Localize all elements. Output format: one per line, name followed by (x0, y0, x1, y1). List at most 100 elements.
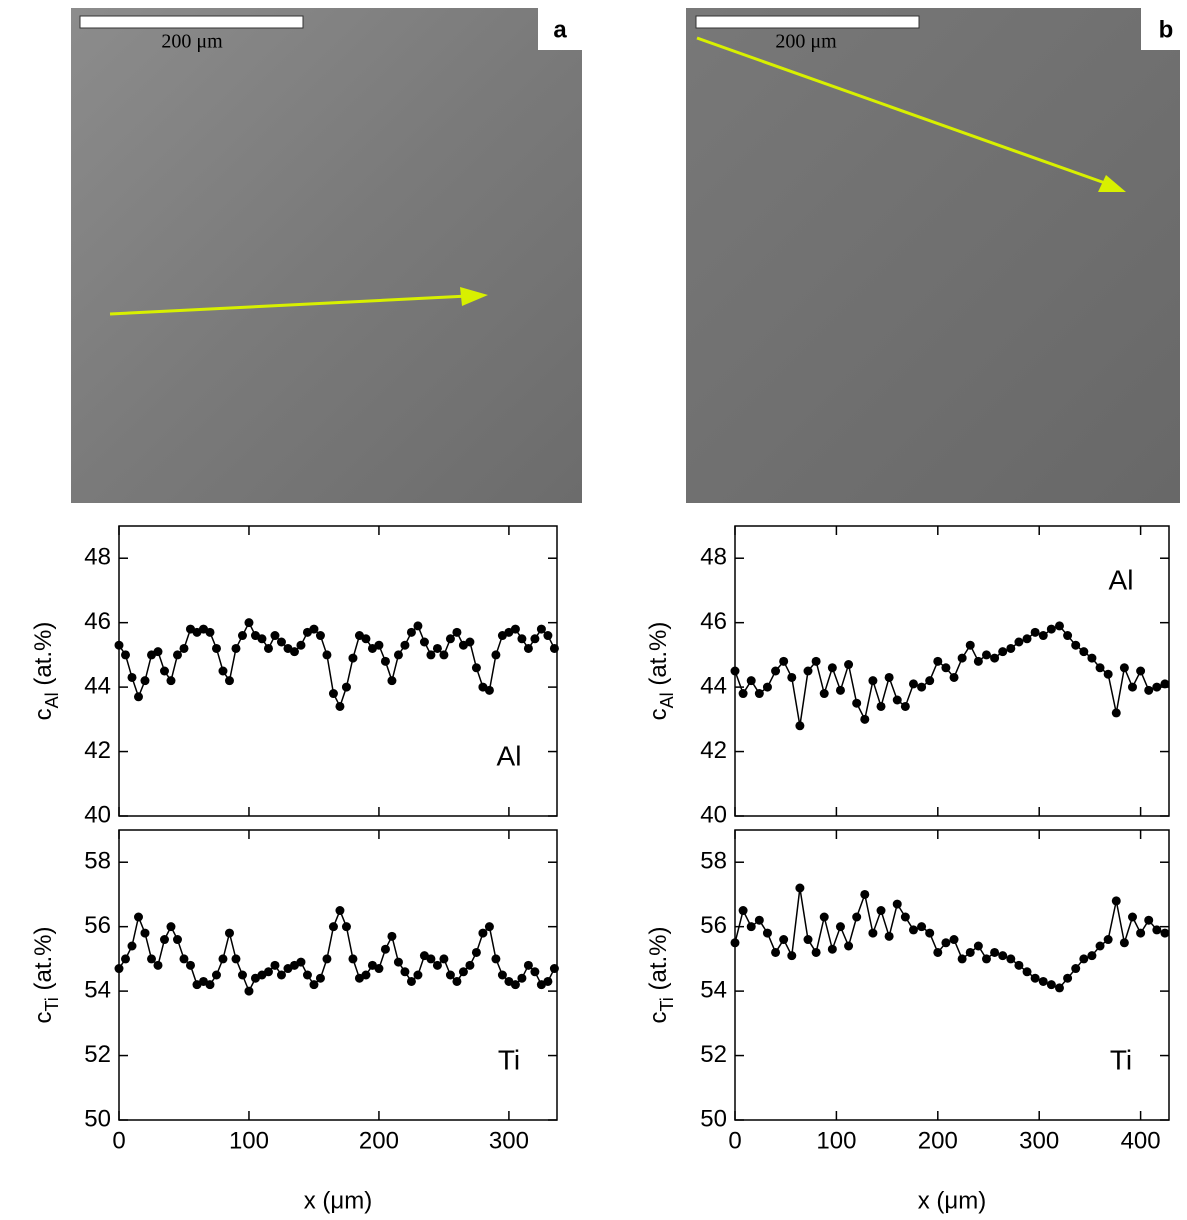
data-point (819, 912, 829, 922)
data-point (270, 631, 280, 641)
data-point (510, 980, 520, 990)
y-tick-label: 42 (700, 737, 727, 764)
data-point (1022, 967, 1032, 977)
data-point (133, 692, 143, 702)
data-point (244, 618, 254, 628)
data-point (361, 634, 371, 644)
data-point (1160, 928, 1170, 938)
data-point (478, 928, 488, 938)
data-point (803, 666, 813, 676)
data-point (990, 653, 1000, 663)
data-point (1136, 928, 1146, 938)
data-point (458, 967, 468, 977)
plot-frame (734, 829, 1170, 1121)
x-tick-label: 200 (359, 1127, 399, 1154)
data-point (270, 960, 280, 970)
data-point (361, 970, 371, 980)
data-point (908, 679, 918, 689)
data-point (231, 954, 241, 964)
data-point (471, 947, 481, 957)
data-point (1071, 640, 1081, 650)
data-point (419, 637, 429, 647)
data-point (224, 928, 234, 938)
data-point (754, 689, 764, 699)
data-point (133, 912, 143, 922)
data-point (432, 960, 442, 970)
data-point (746, 922, 756, 932)
data-point (835, 922, 845, 932)
data-point (237, 631, 247, 641)
data-point (795, 721, 805, 731)
data-point (1127, 912, 1137, 922)
data-point (549, 643, 559, 653)
data-point (1119, 938, 1129, 948)
data-point (263, 643, 273, 653)
data-point (276, 637, 286, 647)
data-point (426, 954, 436, 964)
x-tick-label: 300 (489, 1127, 529, 1154)
y-axis-label-part: Ti (42, 997, 62, 1011)
data-point (1038, 631, 1048, 641)
data-point (400, 640, 410, 650)
data-point (779, 935, 789, 945)
x-tick-label: 100 (816, 1127, 856, 1154)
data-point (860, 889, 870, 899)
x-tick-label: 400 (1121, 1127, 1161, 1154)
data-point (1095, 941, 1105, 951)
y-axis-label-part: Ti (657, 997, 677, 1011)
data-point (1014, 960, 1024, 970)
data-point (322, 954, 332, 964)
data-point (341, 922, 351, 932)
y-axis-label: cAl (at.%) (30, 622, 61, 721)
data-point (166, 676, 176, 686)
data-point (406, 627, 416, 637)
data-point (432, 643, 442, 653)
data-point (738, 689, 748, 699)
data-point (439, 954, 449, 964)
data-point (852, 698, 862, 708)
data-point (965, 640, 975, 650)
data-point (296, 957, 306, 967)
data-point (1071, 964, 1081, 974)
data-point (941, 938, 951, 948)
data-point (1046, 980, 1056, 990)
data-point (374, 640, 384, 650)
arrow (696, 36, 1106, 185)
data-point (237, 970, 247, 980)
data-point (218, 666, 228, 676)
data-point (315, 973, 325, 983)
data-point (302, 970, 312, 980)
data-point (127, 941, 137, 951)
data-point (1103, 669, 1113, 679)
data-point (211, 970, 221, 980)
y-tick-label: 48 (700, 544, 727, 571)
y-tick-label: 44 (84, 672, 111, 699)
data-point (868, 928, 878, 938)
y-axis-label-part: (at.%) (645, 926, 672, 997)
data-point (140, 676, 150, 686)
data-point (844, 660, 854, 670)
data-point (941, 663, 951, 673)
data-point (933, 947, 943, 957)
y-axis-label-part: c (30, 1012, 57, 1024)
data-point (289, 647, 299, 657)
data-point (413, 621, 423, 631)
data-point (543, 976, 553, 986)
data-point (153, 647, 163, 657)
micrograph-image (71, 8, 582, 503)
data-point (1111, 896, 1121, 906)
data-point (530, 634, 540, 644)
data-point (900, 912, 910, 922)
data-point (205, 980, 215, 990)
data-point (957, 954, 967, 964)
data-point (328, 922, 338, 932)
data-point (1063, 973, 1073, 983)
panel-label-box (1141, 8, 1187, 50)
data-point (387, 676, 397, 686)
data-point (981, 954, 991, 964)
data-point (795, 883, 805, 893)
data-point (523, 960, 533, 970)
